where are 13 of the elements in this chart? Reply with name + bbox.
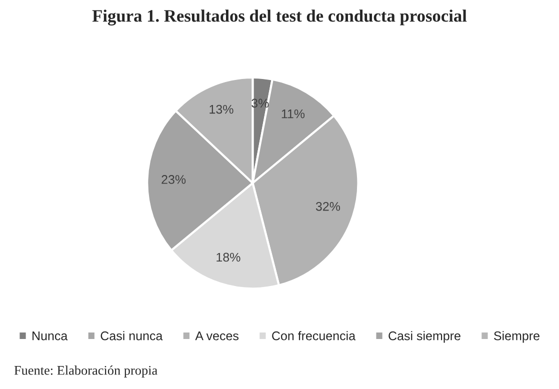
- data-label: 23%: [162, 175, 186, 184]
- source-note: Fuente: Elaboración propia: [14, 366, 158, 378]
- legend-label: Casi siempre: [388, 331, 460, 343]
- legend-label: Casi nunca: [100, 331, 163, 340]
- legend-label: Nunca: [32, 332, 68, 340]
- chart-title: Figura 1. Resultados del test de conducta prosocial: [92, 10, 467, 26]
- data-label: 32%: [316, 202, 340, 211]
- data-label: 18%: [216, 252, 240, 262]
- legend-label: A veces: [195, 332, 238, 340]
- legend-label: Con frecuencia: [272, 331, 356, 340]
- legend-label: Siempre: [494, 331, 540, 343]
- data-label: 11%: [282, 109, 305, 118]
- data-label: 13%: [210, 104, 234, 114]
